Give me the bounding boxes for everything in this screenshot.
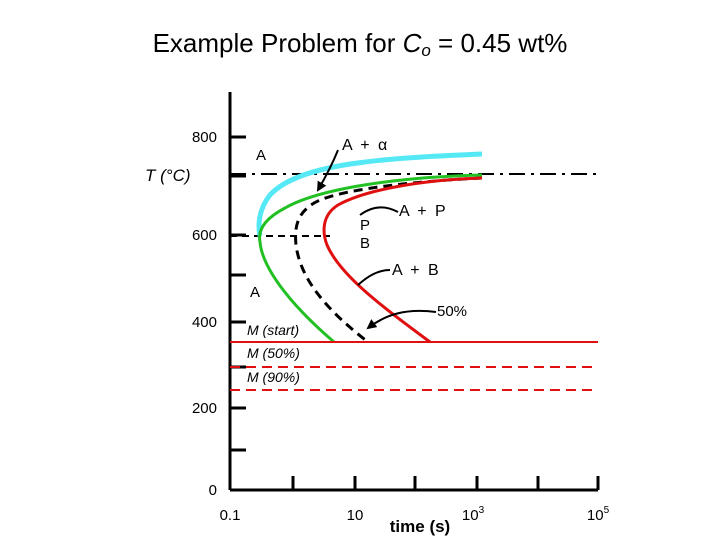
- label-m-90: M (90%): [247, 369, 300, 385]
- y-axis-label: T (°C): [145, 166, 191, 185]
- x-tick-10-3: 103: [462, 505, 485, 524]
- label-a-top: A: [256, 147, 266, 164]
- arrow-a-p: [359, 206, 399, 216]
- label-a-alpha: A + α: [342, 137, 389, 154]
- x-axis-label: time (s): [390, 517, 450, 536]
- diagram-title: Example Problem for Co = 0.45 wt%: [152, 28, 568, 60]
- label-a-mid: A: [250, 284, 260, 301]
- y-tick-600: 600: [192, 227, 217, 244]
- x-tick-0-1: 0.1: [220, 507, 241, 524]
- label-b: B: [360, 235, 370, 252]
- y-tick-800: 800: [192, 129, 217, 146]
- black-fifty-curve: [294, 176, 483, 344]
- arrow-fifty: [366, 309, 437, 330]
- label-a-p: A + P: [399, 203, 448, 220]
- x-tick-10: 10: [347, 507, 364, 524]
- label-m-50: M (50%): [247, 345, 300, 361]
- red-finish-curve: [322, 176, 483, 344]
- y-ticks: [230, 135, 246, 452]
- label-m-start: M (start): [247, 322, 299, 338]
- x-tick-10-5: 105: [587, 505, 610, 524]
- arrow-a-b: [357, 269, 391, 286]
- label-p: P: [360, 217, 370, 234]
- label-fifty: 50%: [437, 303, 467, 320]
- x-ticks: [291, 476, 600, 490]
- label-a-b: A + B: [392, 262, 441, 279]
- y-tick-0: 0: [209, 482, 217, 499]
- y-tick-200: 200: [192, 400, 217, 417]
- cyan-start-curve: [256, 151, 483, 237]
- arrow-a-alpha: [316, 149, 339, 192]
- y-tick-400: 400: [192, 314, 217, 331]
- green-start-curve: [258, 173, 483, 344]
